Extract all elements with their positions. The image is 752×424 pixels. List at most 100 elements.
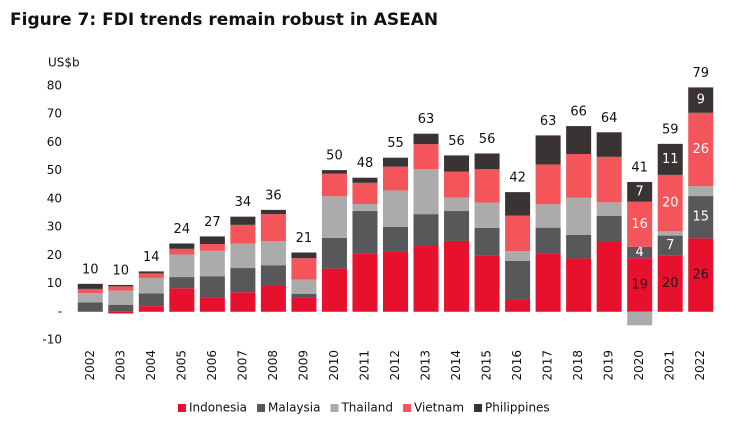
segment-label: 19: [631, 277, 648, 292]
bar-segment: [596, 215, 622, 242]
bar-segment: [260, 209, 286, 215]
bar-segment: [596, 156, 622, 203]
bar-segment: [627, 181, 653, 202]
bar-segment: [77, 283, 103, 289]
x-tick-label: 2014: [449, 350, 463, 381]
bar-segment: [535, 164, 561, 205]
bar-segment: [291, 279, 317, 294]
bar-segment: [77, 288, 103, 294]
segment-label: 15: [692, 210, 709, 225]
x-tick-label: 2012: [388, 350, 402, 381]
x-tick-label: 2009: [296, 350, 310, 381]
bar-segment: [444, 155, 470, 172]
bar-segment: [444, 171, 470, 198]
bar-segment: [321, 170, 347, 174]
bar-segment: [413, 246, 439, 312]
bar-segment: [627, 201, 653, 247]
bar-segment: [169, 248, 195, 255]
bar-segment: [77, 293, 103, 303]
bar-segment: [566, 258, 592, 312]
bar-segment: [382, 251, 409, 312]
y-tick-label: 40: [47, 191, 62, 205]
bar-segment: [138, 293, 164, 307]
bar-segment: [169, 254, 195, 278]
bar-segment: [688, 112, 714, 187]
bar-segment: [566, 235, 592, 259]
x-tick-label: 2008: [266, 350, 280, 381]
total-label: 55: [387, 136, 404, 151]
bar-segment: [230, 216, 256, 225]
x-tick-label: 2022: [693, 350, 707, 381]
y-tick-label: -10: [42, 333, 62, 347]
bar-segment: [474, 227, 500, 256]
bar-segment: [199, 276, 225, 298]
bar-segment: [688, 196, 714, 239]
bar-segment: [474, 255, 500, 312]
bar-segment: [138, 306, 164, 312]
bar-segment: [657, 235, 683, 256]
bar-segment: [657, 143, 683, 175]
chart-title: Figure 7: FDI trends remain robust in AS…: [10, 10, 438, 30]
bar-segment: [199, 236, 225, 245]
legend-label: Vietnam: [414, 401, 464, 415]
total-label: 56: [448, 134, 465, 149]
bar-segment: [138, 271, 164, 274]
bar-segment: [199, 250, 225, 277]
x-tick-label: 2015: [480, 350, 494, 381]
total-label: 36: [265, 188, 282, 203]
segment-label: 26: [692, 142, 709, 157]
total-label: 56: [479, 132, 496, 147]
bar-segment: [382, 226, 409, 252]
bar-segment: [444, 240, 470, 312]
y-tick-label: 30: [47, 220, 62, 234]
x-tick-label: 2017: [541, 350, 555, 381]
y-unit: US$b: [48, 56, 80, 70]
x-tick-label: 2018: [571, 350, 585, 381]
total-label: 48: [357, 156, 374, 171]
bar-segment: [688, 87, 714, 113]
total-label: 10: [113, 263, 130, 278]
x-tick-label: 2007: [235, 350, 249, 381]
bar-segment: [413, 133, 439, 145]
x-tick-label: 2002: [83, 350, 97, 381]
bar-segment: [505, 251, 531, 261]
bar-segment: [535, 204, 561, 228]
bar-segment: [108, 311, 134, 314]
bar-segment: [199, 297, 225, 312]
total-label: 64: [601, 111, 618, 126]
bar-segment: [474, 169, 500, 203]
x-tick-label: 2019: [602, 350, 616, 381]
total-label: 66: [570, 105, 587, 120]
y-tick-label: -: [58, 304, 62, 318]
bar-segment: [260, 214, 286, 242]
bar-segment: [688, 186, 714, 197]
y-tick-label: 80: [47, 79, 62, 93]
bar-segment: [199, 244, 225, 251]
bar-segment: [505, 299, 531, 312]
bar-segment: [321, 237, 347, 269]
x-tick-label: 2003: [113, 350, 127, 381]
bar-segment: [138, 273, 164, 278]
legend-swatch: [474, 404, 483, 412]
bar-segment: [657, 255, 683, 312]
segment-label: 7: [666, 238, 674, 253]
total-label: 41: [631, 160, 648, 175]
bar-segment: [169, 277, 195, 289]
x-tick-label: 2020: [632, 350, 646, 381]
y-tick-label: 50: [47, 163, 62, 177]
total-label: 59: [662, 122, 679, 137]
bar-segment: [474, 153, 500, 170]
total-label: 63: [418, 112, 435, 127]
y-tick-label: 70: [47, 107, 62, 121]
bar-segment: [505, 215, 531, 252]
total-label: 63: [540, 114, 557, 129]
bar-segment: [688, 238, 714, 312]
x-tick-label: 2005: [174, 350, 188, 381]
legend-swatch: [257, 404, 266, 412]
y-tick-label: 10: [47, 276, 62, 290]
bar-segment: [230, 243, 256, 269]
bar-segment: [108, 290, 134, 305]
legend-swatch: [330, 404, 339, 412]
bar-segment: [444, 197, 470, 212]
